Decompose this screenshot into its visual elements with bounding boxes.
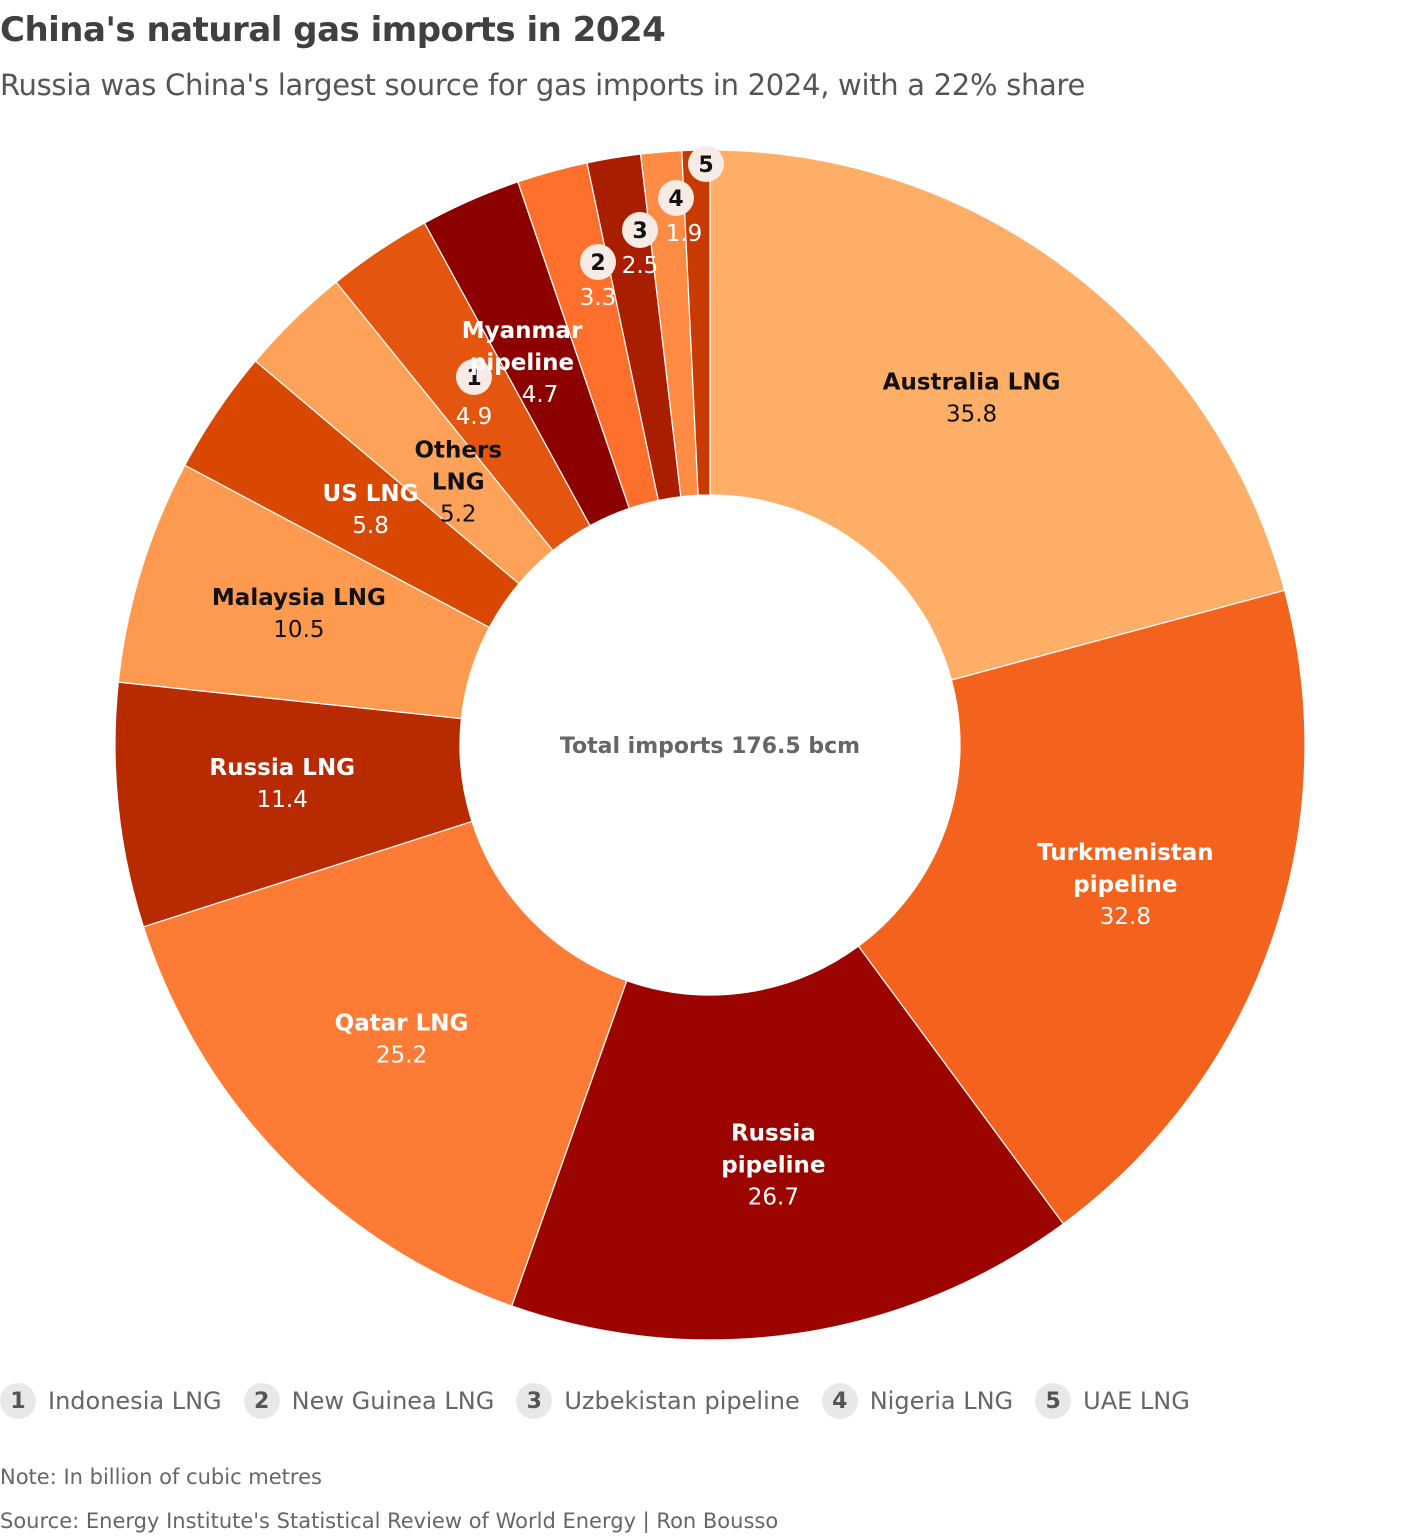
slice-value: 10.5 bbox=[273, 617, 324, 643]
legend-item: 2 New Guinea LNG bbox=[243, 1383, 495, 1419]
slice-value: 4.9 bbox=[456, 404, 493, 430]
slice-value: 26.7 bbox=[748, 1184, 799, 1210]
slice-label: pipeline bbox=[470, 350, 574, 376]
legend-badge: 1 bbox=[0, 1383, 36, 1419]
legend-badge: 4 bbox=[821, 1383, 858, 1419]
donut-chart: Australia LNG35.8Turkmenistanpipeline32.… bbox=[114, 146, 1306, 1341]
legend-item: 1 Indonesia LNG bbox=[0, 1383, 222, 1419]
badge-number: 1 bbox=[466, 366, 481, 391]
slice-value: 1.9 bbox=[666, 221, 703, 247]
badge-circle bbox=[622, 212, 658, 248]
slice-value: 11.4 bbox=[257, 787, 308, 813]
slice-label: Russia bbox=[731, 1120, 816, 1146]
slice-label: Qatar LNG bbox=[335, 1011, 469, 1037]
legend-item: 4 Nigeria LNG bbox=[821, 1383, 1014, 1419]
legend-badge: 3 bbox=[516, 1383, 553, 1419]
legend-label: New Guinea LNG bbox=[291, 1387, 495, 1415]
badge-number: 3 bbox=[632, 219, 647, 244]
slice-australia-lng bbox=[709, 149, 1286, 681]
slice-value: 35.8 bbox=[946, 402, 997, 428]
chart-note: Note: In billion of cubic metres bbox=[0, 1465, 322, 1489]
slice-label: pipeline bbox=[721, 1152, 825, 1178]
legend-label: UAE LNG bbox=[1083, 1387, 1190, 1415]
slice-label: LNG bbox=[432, 470, 485, 496]
badge-circle bbox=[456, 359, 492, 395]
slice-value: 2.5 bbox=[622, 253, 659, 279]
badge-number: 5 bbox=[698, 153, 713, 178]
slice-label: Myanmar bbox=[462, 318, 583, 344]
legend-item: 3 Uzbekistan pipeline bbox=[516, 1383, 800, 1419]
slice-value: 5.8 bbox=[352, 513, 389, 539]
legend-label: Indonesia LNG bbox=[48, 1387, 222, 1415]
chart-subtitle: Russia was China's largest source for ga… bbox=[0, 68, 1086, 102]
slice-value: 3.3 bbox=[580, 285, 617, 311]
slice-label: pipeline bbox=[1073, 872, 1177, 898]
badge-circle bbox=[688, 146, 724, 182]
slice-value: 25.2 bbox=[376, 1043, 427, 1069]
slice-uae-lng bbox=[681, 149, 711, 496]
slice-label: Others bbox=[414, 438, 502, 464]
slice-russia-pipeline bbox=[510, 945, 1065, 1341]
legend-badge: 5 bbox=[1035, 1383, 1072, 1419]
badge-number: 2 bbox=[590, 251, 605, 276]
badge-circle bbox=[580, 244, 616, 280]
badge-circle bbox=[658, 180, 694, 216]
legend-item: 5 UAE LNG bbox=[1035, 1383, 1190, 1419]
slice-label: Turkmenistan bbox=[1037, 840, 1214, 866]
legend-badge: 2 bbox=[243, 1383, 280, 1419]
slice-value: 5.2 bbox=[440, 502, 477, 528]
chart-title: China's natural gas imports in 2024 bbox=[0, 10, 666, 50]
slice-turkmenistan-pipeline bbox=[857, 589, 1306, 1225]
slice-label: Malaysia LNG bbox=[212, 585, 386, 611]
slice-value: 32.8 bbox=[1100, 904, 1151, 930]
legend-label: Nigeria LNG bbox=[869, 1387, 1014, 1415]
chart-source: Source: Energy Institute's Statistical R… bbox=[0, 1509, 779, 1533]
badge-number: 4 bbox=[668, 187, 683, 212]
slice-qatar-lng bbox=[142, 820, 628, 1307]
slice-label: US LNG bbox=[323, 481, 419, 507]
legend-label: Uzbekistan pipeline bbox=[564, 1387, 800, 1415]
legend: 1 Indonesia LNG 2 New Guinea LNG 3 Uzbekist… bbox=[0, 1383, 1212, 1419]
slice-label: Russia LNG bbox=[209, 755, 355, 781]
slice-label: Australia LNG bbox=[883, 370, 1061, 396]
center-label: Total imports 176.5 bcm bbox=[560, 734, 860, 759]
slice-value: 4.7 bbox=[522, 382, 559, 408]
slice-russia-lng bbox=[114, 681, 473, 928]
